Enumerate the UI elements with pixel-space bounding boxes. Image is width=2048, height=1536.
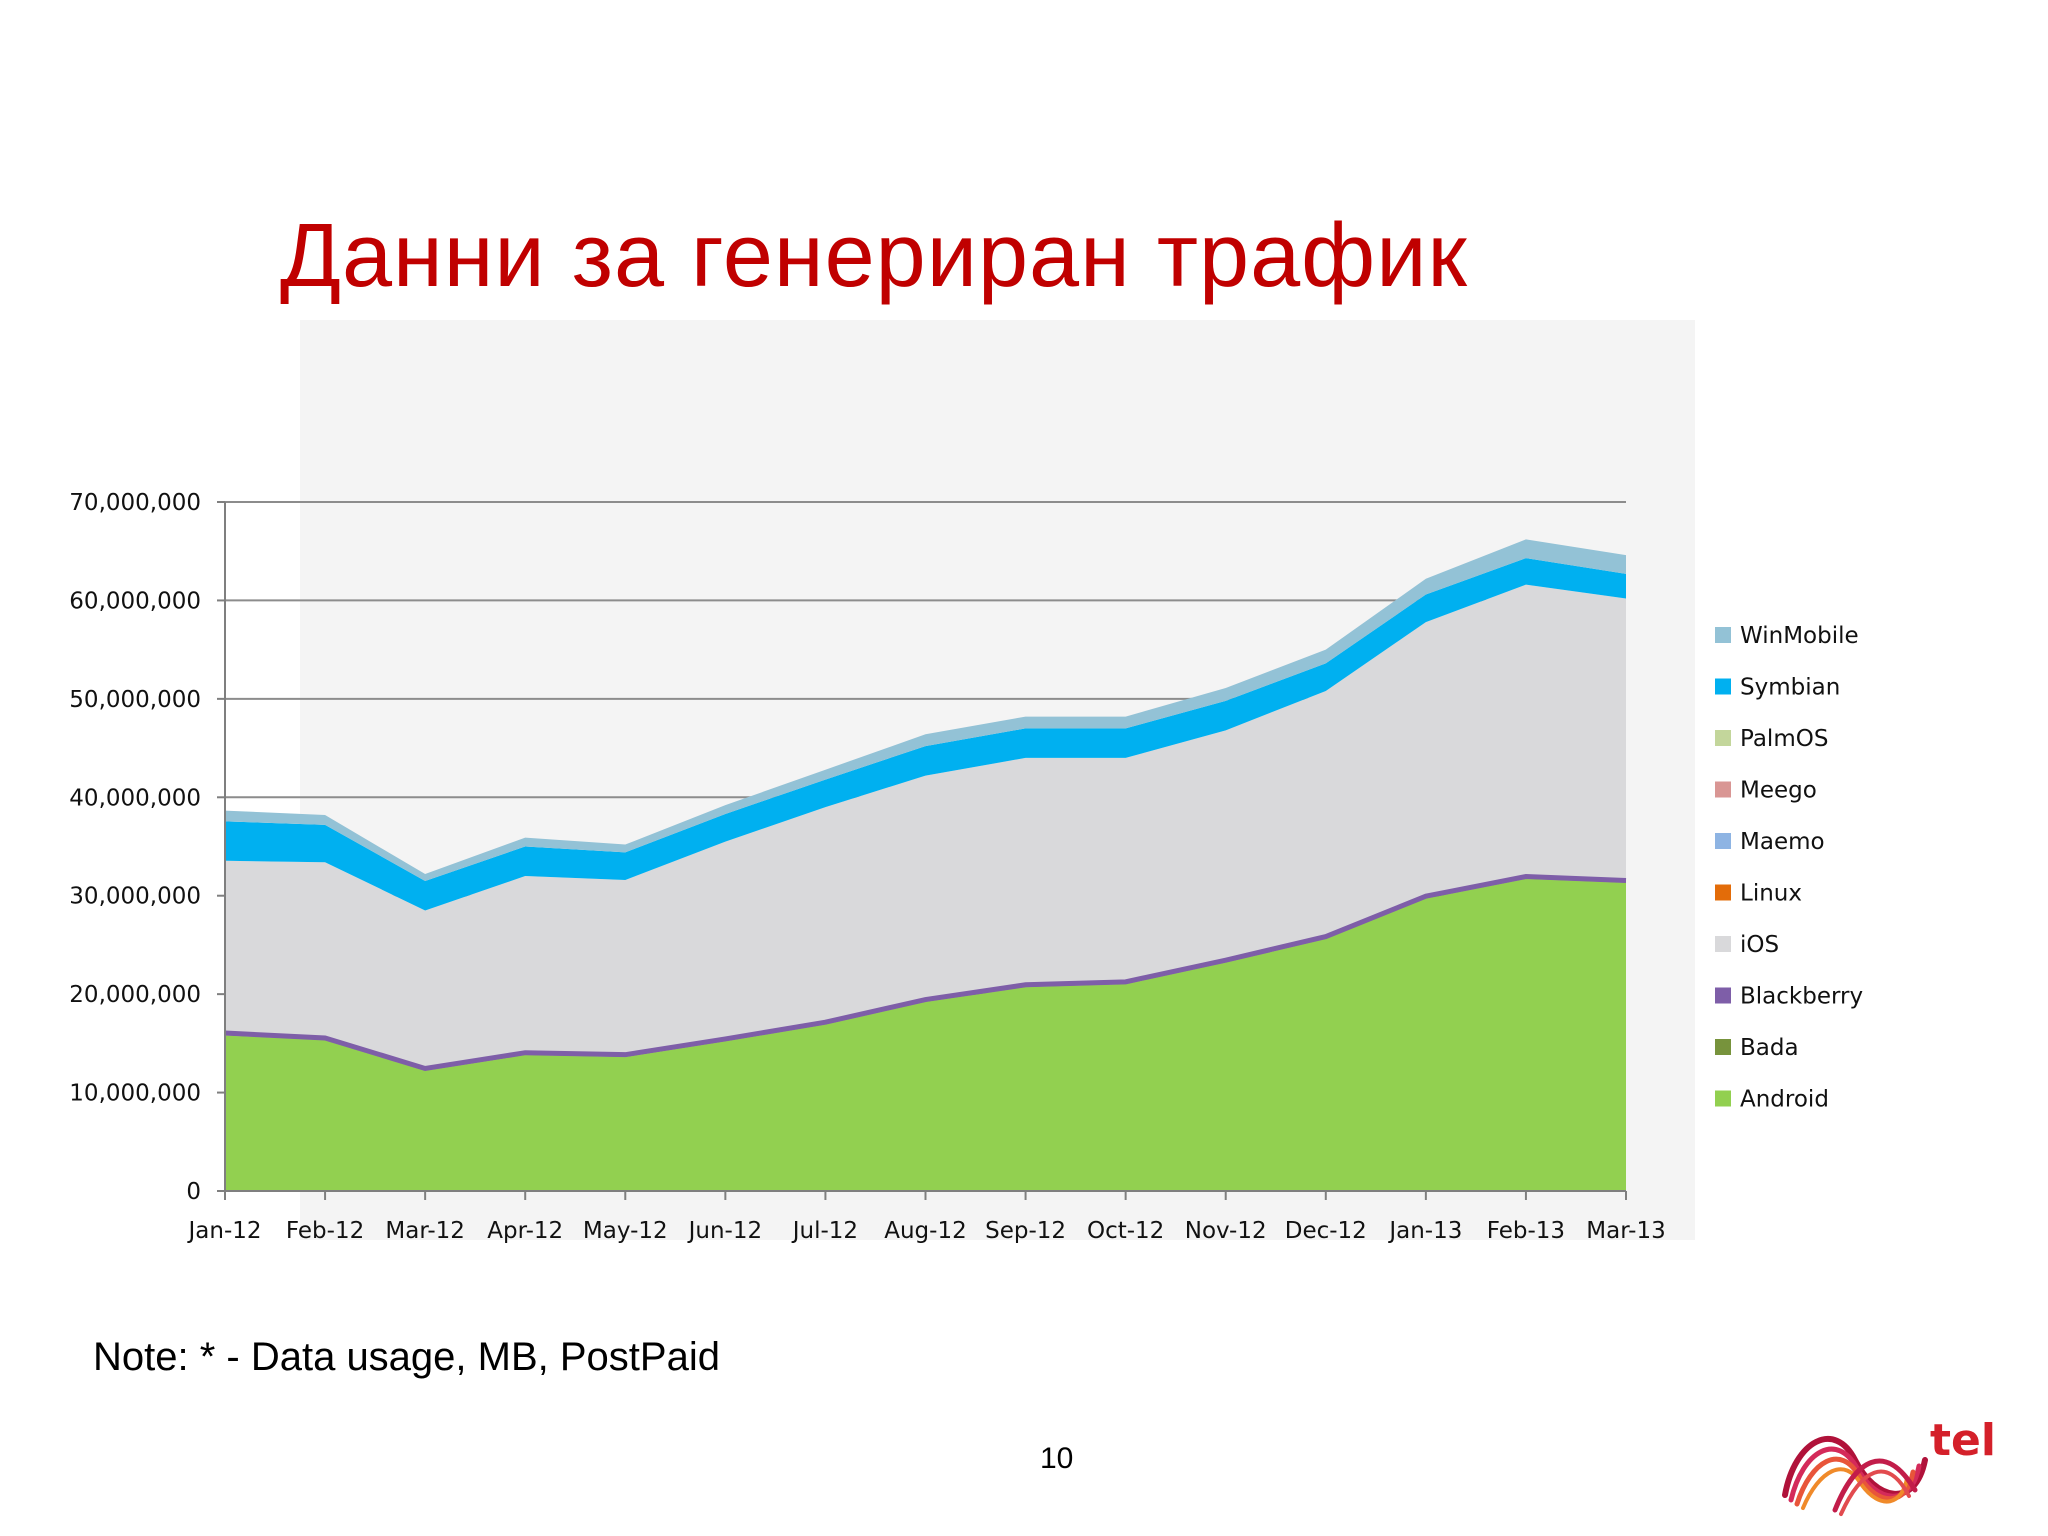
legend-swatch-linux [1715,884,1731,901]
legend-label-ios: iOS [1740,932,1779,958]
area-winmobile [225,539,1626,881]
x-tick-label: Jan-12 [186,1218,261,1244]
y-tick-label: 60,000,000 [69,588,201,614]
logo-text: tel [1930,1415,1996,1466]
area-series [225,539,1626,1191]
legend-label-meego: Meego [1740,778,1817,804]
brand-logo: tel [1782,1415,1996,1516]
legend-swatch-android [1715,1090,1731,1107]
x-tick-label: Apr-12 [487,1218,563,1244]
legend-swatch-winmobile [1715,627,1731,643]
legend-label-bada: Bada [1740,1035,1799,1061]
legend-label-palmos: PalmOS [1740,726,1828,752]
x-tick-label: Mar-13 [1586,1218,1666,1244]
y-tick-label: 0 [186,1179,201,1205]
page-number: 10 [1040,1442,1074,1475]
page-title: Данни за генериран трафик [280,206,1468,306]
axes: 0 10,000,000 20,000,000 30,000,000 40,000,00… [69,490,1665,1244]
legend-label-winmobile: WinMobile [1740,623,1859,649]
legend: WinMobile Symbian PalmOS Meego Maemo Linux iOS… [1715,623,1863,1113]
legend-swatch-meego [1715,781,1731,798]
legend-swatch-palmos [1715,730,1731,746]
legend-label-blackberry: Blackberry [1740,984,1863,1010]
y-tick-label: 70,000,000 [69,490,201,516]
x-tick-label: Sep-12 [985,1218,1066,1244]
legend-swatch-blackberry [1715,987,1731,1004]
y-tick-label: 20,000,000 [69,982,201,1008]
footnote: Note: * - Data usage, MB, PostPaid [93,1335,720,1379]
x-tick-label: Jan-13 [1387,1218,1462,1244]
legend-label-maemo: Maemo [1740,829,1825,855]
line-blackberry [224,874,1627,1072]
y-tick-label: 40,000,000 [69,785,201,811]
legend-label-symbian: Symbian [1740,675,1840,701]
x-tick-label: Jun-12 [687,1218,763,1244]
x-tick-label: Aug-12 [884,1218,966,1244]
x-tick-label: Jul-12 [791,1218,858,1244]
x-tick-label: Nov-12 [1185,1218,1267,1244]
x-tick-label: Mar-12 [385,1218,465,1244]
x-tick-label: Feb-12 [286,1218,364,1244]
area-android [225,878,1626,1191]
area-symbian [225,558,1626,911]
legend-swatch-bada [1715,1039,1731,1055]
y-tick-label: 10,000,000 [69,1081,201,1107]
boundary-lines [224,874,1627,1072]
legend-label-linux: Linux [1740,881,1802,907]
legend-swatch-ios [1715,936,1731,952]
legend-swatch-maemo [1715,833,1731,849]
legend-label-android: Android [1740,1087,1829,1113]
x-tick-label: May-12 [583,1218,668,1244]
x-tick-label: Feb-13 [1487,1218,1565,1244]
x-tick-label: Dec-12 [1285,1218,1367,1244]
x-tick-label: Oct-12 [1087,1218,1164,1244]
legend-swatch-symbian [1715,678,1731,695]
y-tick-label: 30,000,000 [69,884,201,910]
y-tick-label: 50,000,000 [69,687,201,713]
